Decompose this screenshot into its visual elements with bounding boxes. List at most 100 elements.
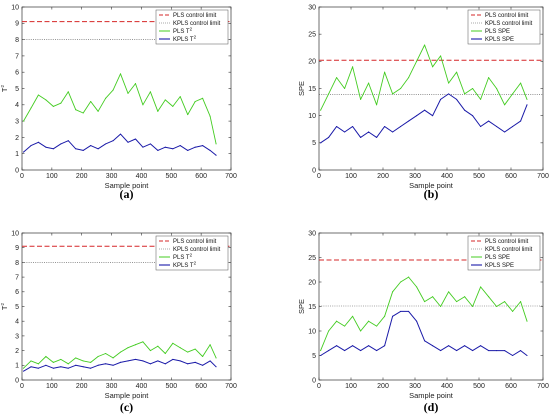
legend-entry: PLS control limit <box>173 13 217 19</box>
y-tick-label: 10 <box>11 4 19 11</box>
y-tick-label: 20 <box>308 279 316 286</box>
kpls-data-point <box>75 364 77 366</box>
kpls-data-point <box>209 360 211 362</box>
y-tick-label: 6 <box>15 289 19 296</box>
kpls-data-point <box>209 149 211 151</box>
kpls-data-point <box>97 148 99 150</box>
kpls-data-point <box>194 361 196 363</box>
kpls-data-point <box>360 136 362 138</box>
legend-entry-text: KPLS control limit <box>485 21 533 27</box>
y-tick-label: 1 <box>15 151 19 158</box>
pls-data-point <box>67 363 69 365</box>
pls-data-point <box>456 71 458 73</box>
x-tick-label: 0 <box>317 173 321 180</box>
legend-entry-text: PLS T <box>173 29 190 35</box>
chart-panel-3: 0 100 200 300 400 500 600 700 0 5 10 15 20 25 30 Sample… <box>297 230 549 414</box>
pls-data-point <box>440 55 442 57</box>
x-tick-label: 500 <box>165 173 177 180</box>
pls-data-point <box>432 296 434 298</box>
pls-data-point <box>45 99 47 101</box>
kpls-data-point <box>408 310 410 312</box>
kpls-data-point <box>344 350 346 352</box>
legend-entry-text: KPLS T <box>173 263 194 269</box>
pls-data-point <box>424 301 426 303</box>
pls-data-point <box>336 77 338 79</box>
pls-data-point <box>142 341 144 343</box>
pls-data-point <box>520 82 522 84</box>
pls-data-point <box>344 87 346 90</box>
x-tick-label: 400 <box>136 173 148 180</box>
kpls-data-point <box>392 315 394 317</box>
panel-caption: (a) <box>120 187 134 201</box>
x-tick-label: 400 <box>136 383 148 390</box>
kpls-data-point <box>179 145 181 147</box>
kpls-data-point <box>480 345 482 347</box>
y-axis-label: T2 <box>0 84 9 92</box>
pls-data-point <box>30 107 32 109</box>
kpls-data-point <box>97 364 99 366</box>
kpls-data-point <box>164 363 166 365</box>
pls-data-point <box>157 110 159 112</box>
kpls-data-point <box>75 148 77 150</box>
kpls-data-point <box>82 366 84 368</box>
kpls-data-point <box>488 120 490 122</box>
x-tick-label: 200 <box>377 173 389 180</box>
pls-data-point <box>360 98 362 100</box>
panel-caption: (c) <box>120 400 133 414</box>
pls-data-point <box>164 352 166 355</box>
legend-entry: PLS control limit <box>485 239 529 245</box>
pls-data-point <box>75 109 77 111</box>
legend: PLS control limit KPLS control limit PLS S… <box>467 235 541 271</box>
kpls-data-point <box>368 345 370 347</box>
x-axis-label: Sample point <box>105 391 150 400</box>
pls-data-point <box>376 325 378 327</box>
kpls-data-point <box>472 115 474 117</box>
legend-entry-text: PLS control limit <box>173 239 217 245</box>
y-tick-label: 10 <box>308 113 316 120</box>
kpls-data-point <box>336 345 338 347</box>
kpls-data-point <box>194 146 196 148</box>
pls-data-point <box>488 77 490 79</box>
pls-data-point <box>488 296 490 298</box>
pls-data-point <box>456 301 458 303</box>
y-tick-label: 8 <box>15 260 19 267</box>
kpls-data-point <box>215 366 217 368</box>
pls-data-point <box>416 60 418 62</box>
x-tick-label: 0 <box>317 383 321 390</box>
kpls-data-point <box>400 125 402 128</box>
legend-entry-text: KPLS control limit <box>173 247 221 253</box>
y-tick-label: 15 <box>308 86 316 93</box>
pls-data-point <box>134 344 137 346</box>
kpls-data-point <box>432 115 434 117</box>
legend-entry: KPLS control limit <box>173 21 221 27</box>
kpls-data-point <box>157 360 159 362</box>
legend-entry: KPLS SPE <box>485 37 514 43</box>
y-tick-label: 2 <box>15 348 19 355</box>
pls-data-point <box>328 93 330 95</box>
x-tick-label: 700 <box>537 173 549 180</box>
kpls-data-point <box>480 125 482 128</box>
legend-entry: PLS T2 <box>173 27 193 36</box>
kpls-data-point <box>520 350 522 352</box>
kpls-data-point <box>52 367 54 369</box>
kpls-data-point <box>22 370 25 372</box>
kpls-data-point <box>526 354 528 357</box>
kpls-data-point <box>60 366 62 368</box>
pls-data-point <box>22 367 25 369</box>
y-tick-label: 15 <box>308 304 316 311</box>
pls-data-point <box>82 360 84 362</box>
pls-data-point <box>209 344 211 346</box>
pls-data-point <box>202 355 204 358</box>
kpls-data-point <box>440 350 442 352</box>
kpls-data-point <box>432 345 434 347</box>
y-axis-label-text: T <box>0 87 9 92</box>
pls-data-point <box>202 97 204 99</box>
pls-data-point <box>187 114 189 116</box>
pls-data-point <box>45 355 47 358</box>
pls-data-point <box>320 109 322 111</box>
pls-data-point <box>194 100 196 103</box>
legend-entry-text: PLS SPE <box>485 255 510 261</box>
